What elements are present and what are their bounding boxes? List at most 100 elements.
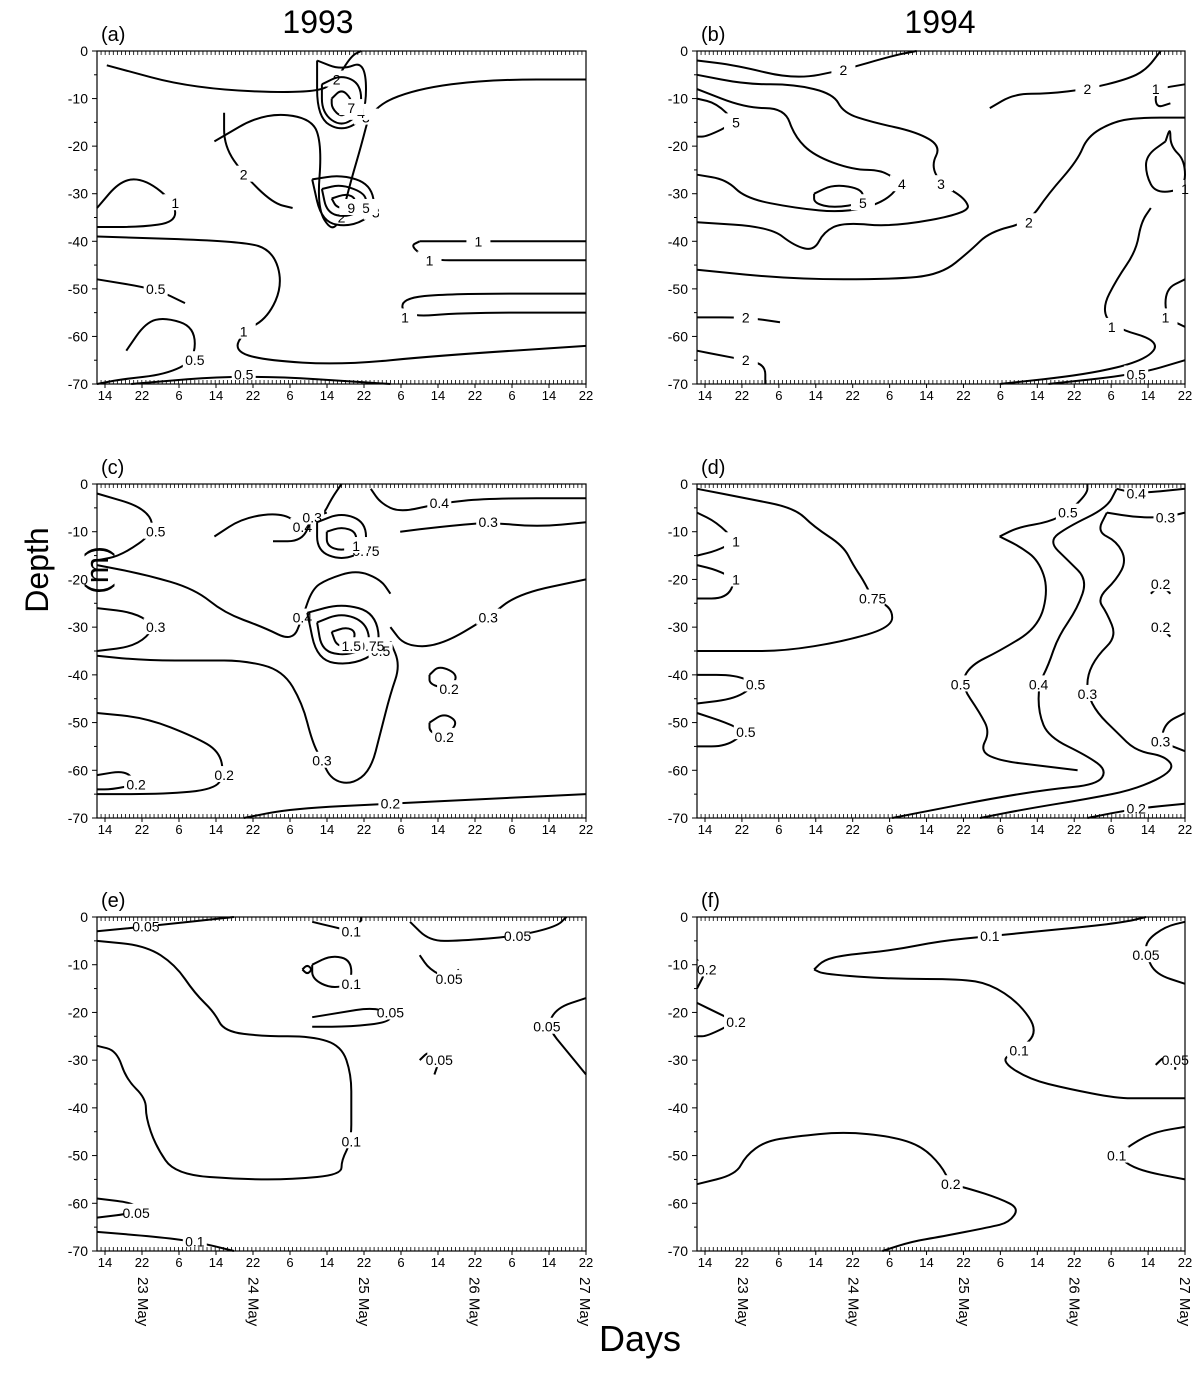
contour-label-bg — [938, 1175, 963, 1192]
contour-label: 0.1 — [1009, 1043, 1029, 1059]
contour-label: 0.5 — [951, 676, 971, 692]
x-tick-label: 22 — [135, 822, 149, 837]
contour-label: 0.05 — [435, 971, 462, 987]
x-tick-label: 6 — [886, 1255, 893, 1270]
contour-label: 0.3 — [478, 610, 498, 626]
y-tick-label: 0 — [80, 476, 88, 492]
contour-label-bg — [466, 232, 491, 249]
contour-label: 2 — [1025, 214, 1033, 230]
contour-label-bg — [163, 194, 188, 211]
y-tick-label: -10 — [68, 91, 88, 107]
x-tick-label: 6 — [175, 1255, 182, 1270]
x-tick-label: 6 — [997, 822, 1004, 837]
contour-label-bg — [393, 308, 418, 325]
contour-label-bg — [1099, 317, 1124, 334]
x-tick-label: 14 — [919, 1255, 933, 1270]
x-tick-label: 22 — [468, 388, 482, 403]
x-tick-label: 14 — [431, 822, 445, 837]
contour-label-bg — [733, 308, 758, 325]
contour-label: 0.5 — [1058, 505, 1078, 521]
contour-label: 0.05 — [426, 1052, 453, 1068]
contour-label-bg — [1104, 1146, 1129, 1163]
panel-label: (e) — [101, 890, 125, 912]
y-tick-label: -60 — [668, 328, 688, 344]
contour-label: 5 — [362, 200, 370, 216]
contour-line — [696, 116, 1185, 281]
contour-line — [989, 50, 1162, 109]
contour-label: 2 — [240, 167, 248, 183]
x-tick-label: 14 — [698, 1255, 712, 1270]
x-tick-label: 14 — [542, 822, 556, 837]
contour-label-bg — [743, 675, 768, 692]
contour-label-bg — [358, 637, 383, 654]
contour-label-bg — [143, 279, 168, 296]
y-tick-label: -20 — [668, 138, 688, 154]
contour-line — [1120, 1125, 1186, 1181]
contour-label: 0.2 — [941, 1176, 961, 1192]
x-tick-label: 22 — [246, 388, 260, 403]
contour-line — [369, 488, 586, 512]
x-tick-label: 22 — [357, 1255, 371, 1270]
panel-f: (f) 0.1 0.1 0.05 0.2 0.2 0.1 0.05 0.2 0 -10 -20 -30 -… — [668, 890, 1193, 1327]
y-tick-label: -70 — [68, 376, 88, 392]
contour-label: 2 — [742, 309, 750, 325]
x-tick-label: 22 — [1067, 822, 1081, 837]
contour-label-bg — [143, 522, 168, 539]
contour-line — [96, 641, 399, 784]
x-tick-label: 6 — [886, 822, 893, 837]
x-tick-label: 22 — [1178, 388, 1192, 403]
contour-line — [389, 578, 587, 648]
contour-label: 1 — [1152, 81, 1160, 97]
x-tick-label: 6 — [997, 388, 1004, 403]
contour-line — [696, 50, 917, 78]
panel-label: (a) — [101, 24, 125, 46]
contour-line — [696, 673, 752, 705]
contour-label: 0.2 — [1151, 576, 1171, 592]
contour-label-bg — [929, 175, 953, 192]
y-tick-label: 0 — [80, 43, 88, 59]
contour-label-bg — [437, 970, 462, 987]
x-tick-label: 14 — [919, 388, 933, 403]
contour-label-bg — [1007, 1041, 1032, 1058]
x-tick-label: 6 — [997, 1255, 1004, 1270]
contour-label: 0.3 — [312, 753, 332, 769]
panel-label: (c) — [101, 457, 124, 479]
contour-label: 1.5 — [342, 638, 362, 654]
contour-label-bg — [231, 365, 256, 382]
x-tick-label: 22 — [845, 822, 859, 837]
x-tick-label: 22 — [1178, 1255, 1192, 1270]
contour-line — [962, 535, 1078, 772]
x-tick-label: 22 — [357, 822, 371, 837]
panel-label: (d) — [701, 457, 725, 479]
contour-label: 0.1 — [342, 923, 362, 939]
contour-line — [96, 607, 152, 652]
column-title-1993: 1993 — [282, 4, 354, 40]
contour-label-bg — [182, 1232, 207, 1249]
date-label: 25 May — [355, 1277, 372, 1327]
contour-label-bg — [133, 917, 158, 934]
contour-label: 1 — [401, 309, 409, 325]
contour-line — [311, 175, 375, 227]
contour-label: 3 — [937, 176, 945, 192]
contour-label-bg — [231, 165, 256, 182]
contour-label: 0.75 — [859, 591, 886, 607]
y-tick-label: -10 — [668, 957, 688, 973]
contour-label: 0.5 — [746, 676, 766, 692]
contour-label: 0.05 — [132, 919, 159, 935]
column-title-1994: 1994 — [904, 4, 976, 40]
contour-label-bg — [724, 532, 749, 549]
y-tick-label: -30 — [68, 1052, 88, 1068]
contour-line — [892, 488, 1118, 819]
contour-label: 1 — [732, 533, 740, 549]
contour-label: 0.5 — [1126, 366, 1146, 382]
y-tick-label: -30 — [668, 619, 688, 635]
contour-label: 0.05 — [1162, 1052, 1189, 1068]
contour-label-bg — [1124, 484, 1149, 501]
contour-label-bg — [1153, 308, 1178, 325]
x-tick-label: 6 — [508, 822, 515, 837]
contour-label: 0.5 — [234, 366, 254, 382]
x-tick-label: 6 — [1108, 388, 1115, 403]
x-tick-label: 22 — [1067, 388, 1081, 403]
date-label: 27 May — [576, 1277, 593, 1327]
contour-label: 0.4 — [1029, 676, 1049, 692]
